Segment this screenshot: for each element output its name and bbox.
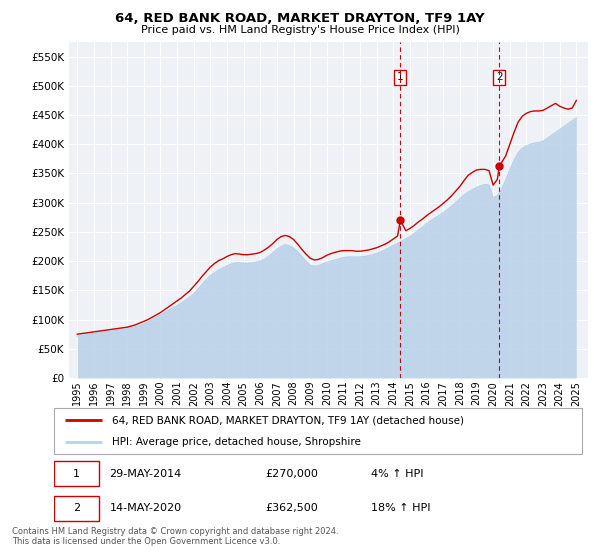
Text: 64, RED BANK ROAD, MARKET DRAYTON, TF9 1AY: 64, RED BANK ROAD, MARKET DRAYTON, TF9 1… [115, 12, 485, 25]
Text: Contains HM Land Registry data © Crown copyright and database right 2024.
This d: Contains HM Land Registry data © Crown c… [12, 527, 338, 547]
Text: 4% ↑ HPI: 4% ↑ HPI [371, 469, 424, 479]
FancyBboxPatch shape [54, 461, 99, 487]
Text: £362,500: £362,500 [265, 503, 318, 514]
Text: 18% ↑ HPI: 18% ↑ HPI [371, 503, 430, 514]
FancyBboxPatch shape [54, 496, 99, 521]
Text: Price paid vs. HM Land Registry's House Price Index (HPI): Price paid vs. HM Land Registry's House … [140, 25, 460, 35]
Text: 1: 1 [73, 469, 80, 479]
Text: 2: 2 [73, 503, 80, 514]
Text: 64, RED BANK ROAD, MARKET DRAYTON, TF9 1AY (detached house): 64, RED BANK ROAD, MARKET DRAYTON, TF9 1… [112, 415, 464, 425]
Text: 1: 1 [397, 72, 404, 82]
Text: HPI: Average price, detached house, Shropshire: HPI: Average price, detached house, Shro… [112, 437, 361, 447]
Text: £270,000: £270,000 [265, 469, 318, 479]
Text: 29-MAY-2014: 29-MAY-2014 [109, 469, 182, 479]
Text: 14-MAY-2020: 14-MAY-2020 [109, 503, 182, 514]
FancyBboxPatch shape [54, 408, 582, 454]
Text: 2: 2 [496, 72, 503, 82]
